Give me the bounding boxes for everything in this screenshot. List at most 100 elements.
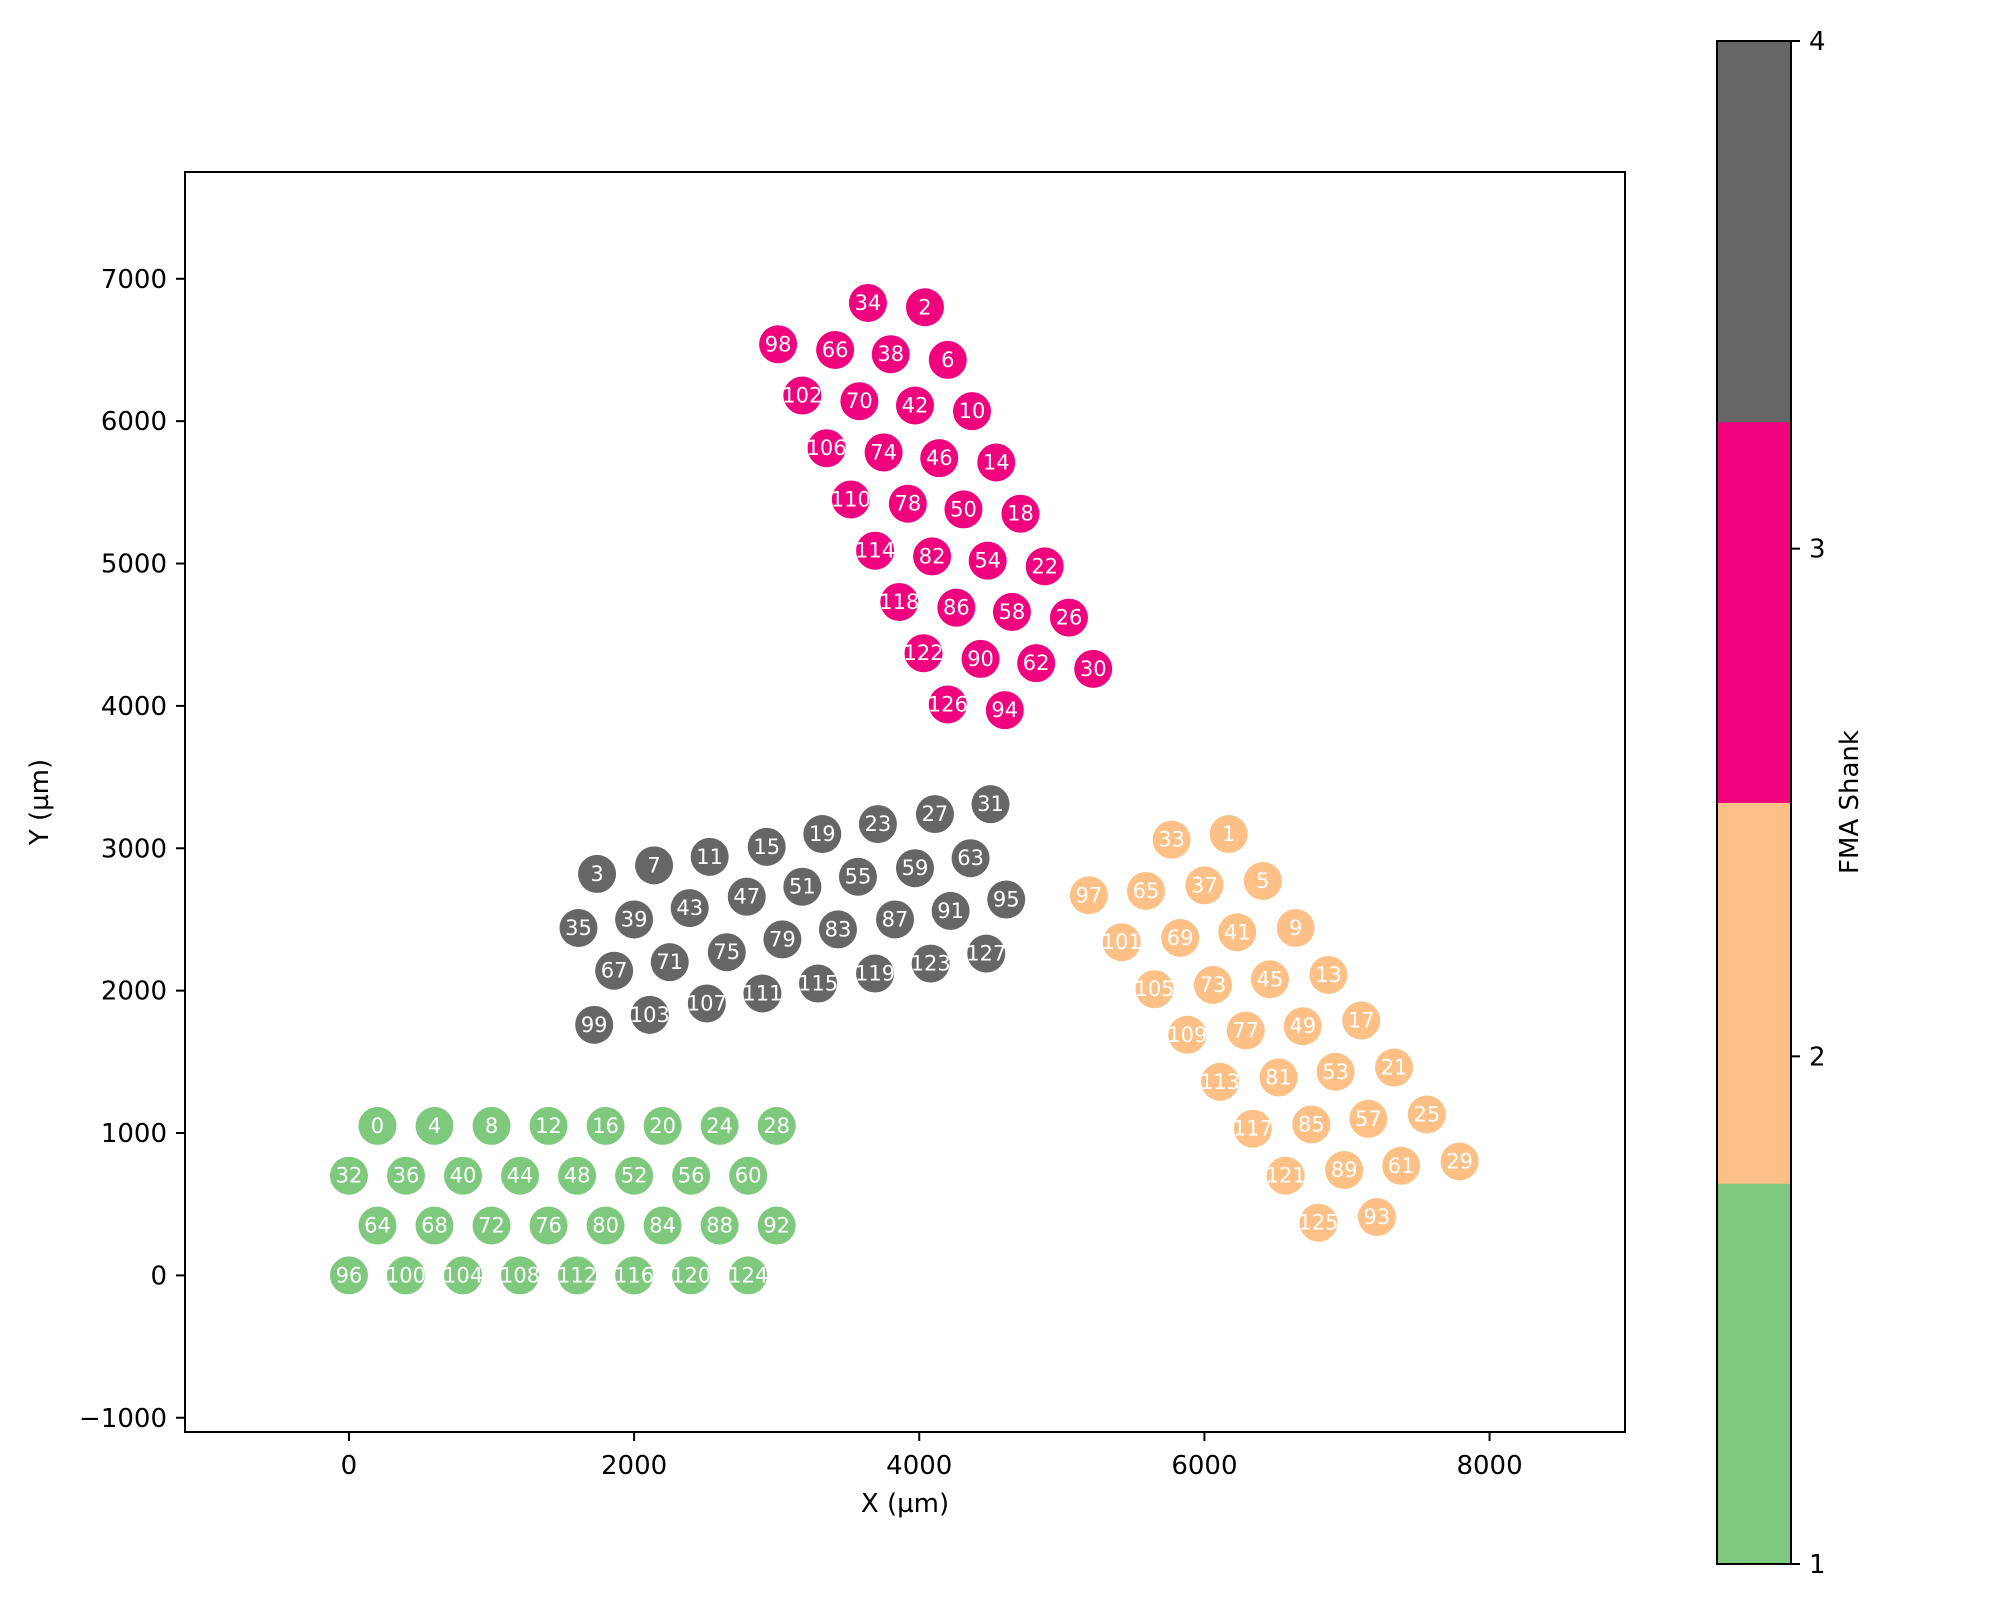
electrode-point [920,439,959,478]
electrode-point [1375,1048,1414,1087]
electrode-label: 25 [1413,1103,1440,1127]
electrode-label: 63 [957,846,984,870]
electrode-point [928,685,967,724]
electrode-point [876,900,915,939]
electrode-label: 69 [1167,926,1194,950]
electrode-label: 73 [1200,973,1227,997]
electrode-point [615,1156,654,1195]
electrode-point [1276,909,1315,947]
electrode-point [1049,598,1088,637]
electrode-point [729,1156,768,1195]
electrode-label: 122 [903,641,943,665]
electrode-label: 9 [1289,916,1302,940]
electrode-label: 88 [706,1214,733,1238]
colorbar-segment [1717,421,1791,803]
electrode-label: 125 [1298,1211,1338,1235]
electrode-label: 120 [671,1263,711,1287]
electrode-label: 5 [1256,869,1269,893]
electrode-label: 43 [676,896,703,920]
electrode-label: 15 [753,835,780,859]
electrode-label: 38 [877,342,904,366]
electrode-point [1309,955,1348,994]
electrode-label: 2 [918,295,931,319]
x-tick-label: 8000 [1456,1451,1522,1481]
electrode-label: 105 [1134,977,1174,1001]
electrode-label: 59 [902,856,929,880]
electrode-label: 97 [1076,883,1103,907]
electrode-point [880,582,919,621]
electrode-label: 36 [393,1164,420,1188]
electrode-label: 101 [1102,930,1142,954]
y-tick-label: −1000 [79,1404,167,1434]
electrode-label: 24 [706,1114,733,1138]
electrode-point [578,854,617,893]
y-tick-label: 6000 [101,407,167,437]
electrode-label: 79 [769,927,796,951]
electrode-label: 98 [765,332,792,356]
electrode-label: 17 [1348,1009,1375,1033]
electrode-point [635,846,674,885]
electrode-point [643,1206,682,1245]
electrode-point [575,1005,614,1044]
electrode-label: 18 [1007,502,1034,526]
electrode-label: 78 [894,492,921,516]
electrode-label: 61 [1388,1154,1415,1178]
electrode-label: 103 [630,1003,670,1027]
electrode-label: 118 [879,590,919,614]
electrode-point [358,1206,397,1245]
colorbar-segment [1717,1183,1791,1565]
electrode-point [1161,918,1200,957]
electrode-point [953,392,992,431]
electrode-label: 20 [649,1114,676,1138]
electrode-point [783,867,822,906]
electrode-point [1407,1095,1446,1134]
electrode-point [871,335,910,374]
electrode-label: 35 [565,916,592,940]
colorbar-frame [1716,40,1792,1565]
electrode-point [1201,1062,1240,1101]
y-axis-ticks: −1000 0 1000 2000 3000 4000 5000 6000 7000 [79,265,185,1434]
electrode-point [904,634,943,673]
electrode-label: 13 [1315,963,1342,987]
electrode-point [864,433,903,472]
electrode-label: 124 [728,1263,768,1287]
electrode-point [985,691,1024,730]
x-tick-label: 2000 [601,1451,667,1481]
electrode-point [743,974,782,1013]
electrode-point [444,1156,483,1195]
electrode-point [1209,815,1248,854]
electrode-point [961,639,1000,678]
electrode-point [807,429,846,468]
electrode-point [1283,1007,1322,1046]
electrode-label: 23 [865,812,892,836]
electrode-point [670,889,709,928]
y-tick-label: 1000 [101,1119,167,1149]
electrode-point [727,877,766,916]
electrode-point [1074,649,1113,688]
electrode-label: 127 [966,942,1006,966]
electrode-point [1069,876,1108,915]
electrode-point [951,839,990,878]
electrode-point [690,837,729,876]
electrode-label: 89 [1331,1158,1358,1182]
colorbar-ticks: 1 2 3 4 [1791,27,1826,1580]
electrode-point [803,815,842,854]
y-tick-label: 2000 [101,977,167,1007]
electrode-label: 33 [1158,828,1185,852]
electrode-point [915,795,954,834]
electrode-label: 93 [1364,1205,1391,1229]
electrode-label: 115 [798,972,838,996]
electrode-point [783,376,822,415]
y-tick-label: 0 [150,1261,167,1291]
electrode-label: 67 [601,959,628,983]
electrode-point [911,944,950,983]
electrode-point [838,857,877,896]
electrode-label: 8 [485,1114,498,1138]
electrode-point [386,1156,425,1195]
electrode-point [913,537,952,576]
electrode-point [1292,1105,1331,1144]
electrode-label: 99 [581,1013,608,1037]
electrode-point [559,909,598,947]
electrode-point [1299,1203,1338,1242]
electrode-label: 49 [1289,1014,1316,1038]
